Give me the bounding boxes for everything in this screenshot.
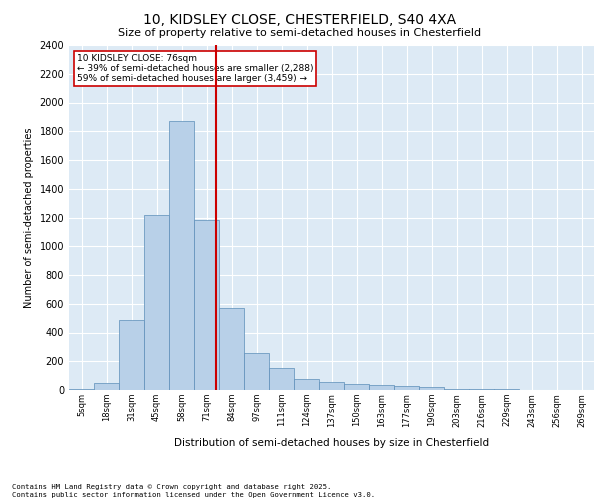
Text: Size of property relative to semi-detached houses in Chesterfield: Size of property relative to semi-detach… xyxy=(118,28,482,38)
Bar xyxy=(369,385,394,390)
Text: 10, KIDSLEY CLOSE, CHESTERFIELD, S40 4XA: 10, KIDSLEY CLOSE, CHESTERFIELD, S40 4XA xyxy=(143,12,457,26)
Bar xyxy=(219,308,244,390)
Bar xyxy=(444,388,469,390)
Bar xyxy=(244,352,269,390)
Bar xyxy=(144,214,169,390)
Text: 10 KIDSLEY CLOSE: 76sqm
← 39% of semi-detached houses are smaller (2,288)
59% of: 10 KIDSLEY CLOSE: 76sqm ← 39% of semi-de… xyxy=(77,54,313,84)
Bar xyxy=(269,368,294,390)
Bar xyxy=(119,320,144,390)
X-axis label: Distribution of semi-detached houses by size in Chesterfield: Distribution of semi-detached houses by … xyxy=(174,438,489,448)
Bar xyxy=(94,383,119,390)
Y-axis label: Number of semi-detached properties: Number of semi-detached properties xyxy=(24,127,34,308)
Bar xyxy=(194,220,219,390)
Bar xyxy=(319,382,344,390)
Bar xyxy=(469,389,494,390)
Text: Contains HM Land Registry data © Crown copyright and database right 2025.
Contai: Contains HM Land Registry data © Crown c… xyxy=(12,484,375,498)
Bar xyxy=(294,378,319,390)
Bar xyxy=(169,121,194,390)
Bar xyxy=(394,386,419,390)
Bar xyxy=(419,388,444,390)
Bar xyxy=(344,384,369,390)
